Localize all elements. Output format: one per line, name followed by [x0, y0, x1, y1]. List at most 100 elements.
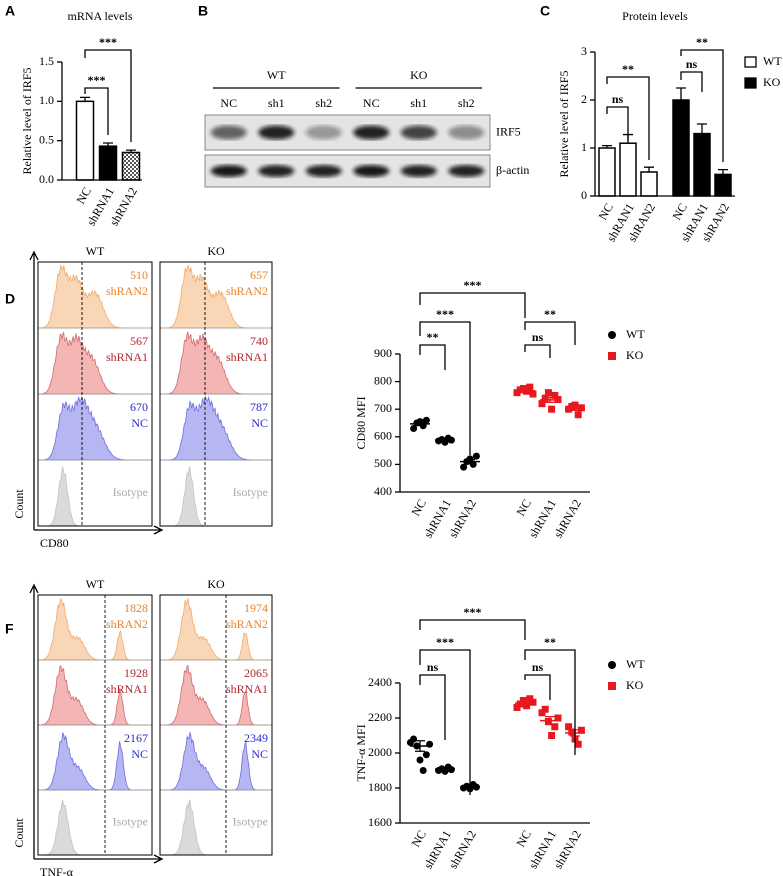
blot-band [305, 165, 342, 177]
y-tick-label: 1600 [368, 815, 392, 829]
y-tick-label: 2200 [368, 710, 392, 724]
mfi-value: 670 [130, 400, 148, 414]
row-label: Isotype [233, 814, 268, 828]
error-bar [415, 421, 425, 427]
data-point [523, 702, 531, 710]
significance-bracket [524, 674, 551, 700]
row-label: shRAN2 [106, 617, 148, 631]
panel-title: WT [86, 577, 105, 591]
error-bar [545, 396, 555, 403]
axis-title: CD80 [40, 536, 69, 550]
y-axis-title: Relative level of IRF5 [20, 68, 34, 175]
mfi-value: 1974 [244, 601, 268, 615]
y-tick-label: 2 [581, 92, 587, 106]
data-point [548, 405, 556, 413]
panel-label: B [198, 3, 208, 19]
significance-bracket [419, 344, 446, 370]
x-axis [34, 525, 164, 535]
data-point [529, 390, 537, 398]
significance-bracket [606, 106, 629, 140]
mfi-value: 2349 [244, 731, 268, 745]
row-label: NC [251, 416, 268, 430]
error-bar [440, 438, 450, 442]
legend-marker [608, 331, 616, 339]
y-tick-label: 0.0 [39, 172, 54, 186]
y-tick-label: 600 [374, 429, 392, 443]
error-bar [465, 459, 475, 465]
row-label: shRNA1 [106, 350, 148, 364]
blot-band [400, 125, 437, 140]
error-bar [415, 740, 425, 752]
data-point [526, 383, 534, 391]
legend-label: WT [763, 54, 782, 68]
lane-label: sh1 [268, 96, 285, 110]
y-tick-label: 400 [374, 484, 392, 498]
band-label: β-actin [496, 163, 529, 177]
bar [640, 171, 658, 197]
data-point [529, 698, 537, 706]
significance-label: ns [427, 660, 439, 674]
y-tick-label: 1800 [368, 780, 392, 794]
significance-label: ** [622, 62, 634, 76]
bar [121, 151, 141, 181]
chart-title: mRNA levels [68, 9, 133, 23]
bar [693, 132, 711, 197]
axis-title: Count [12, 818, 26, 848]
flow-panel [37, 594, 153, 856]
row-label: NC [131, 416, 148, 430]
count-axis [29, 583, 39, 859]
blot-strip [204, 114, 491, 151]
row-label: shRAN2 [106, 284, 148, 298]
blot-band [353, 165, 390, 177]
legend-marker [608, 661, 616, 669]
panel-title: KO [207, 244, 225, 258]
error-bar [697, 123, 707, 134]
significance-bracket [419, 321, 471, 455]
significance-bracket [419, 649, 471, 795]
data-point [554, 714, 562, 722]
data-point [466, 455, 474, 463]
significance-label: ** [696, 35, 708, 49]
band-label: IRF5 [496, 124, 521, 138]
flow-panel [159, 594, 273, 856]
mfi-value: 787 [250, 400, 268, 414]
blot-band [448, 165, 485, 177]
data-point [419, 767, 427, 774]
chart-title: Protein levels [622, 9, 688, 23]
legend-label: WT [626, 327, 645, 341]
mfi-value: 2065 [244, 666, 268, 680]
data-point [469, 460, 477, 468]
mfi-value: 1828 [124, 601, 148, 615]
row-label: shRNA1 [226, 682, 268, 696]
error-bar [520, 701, 530, 706]
significance-label: *** [99, 35, 117, 49]
lane-label: sh2 [315, 96, 332, 110]
significance-label: *** [464, 605, 482, 619]
flow-panel [159, 261, 273, 527]
bar [98, 145, 118, 181]
panel-label: D [5, 291, 15, 307]
y-tick-label: 1.5 [39, 54, 54, 68]
error-bar [520, 388, 530, 393]
significance-label: ns [686, 57, 698, 71]
row-label: shRAN2 [226, 284, 268, 298]
y-tick-label: 1 [581, 140, 587, 154]
bar [598, 147, 616, 197]
data-point [519, 697, 527, 704]
significance-bracket [680, 49, 724, 162]
significance-bracket [84, 49, 132, 142]
mfi-value: 740 [250, 334, 268, 348]
legend-label: KO [626, 348, 644, 362]
data-point [460, 463, 468, 471]
blot-band [448, 125, 485, 140]
error-bar [440, 767, 450, 771]
data-point [544, 389, 552, 397]
data-point [541, 394, 549, 402]
significance-label: *** [436, 307, 454, 321]
y-axis-title: Relative level of IRF5 [557, 71, 571, 178]
row-label: shRNA1 [106, 682, 148, 696]
blot-group-label: WT [267, 68, 286, 82]
data-point [541, 705, 549, 713]
y-tick-label: 1.0 [39, 93, 54, 107]
